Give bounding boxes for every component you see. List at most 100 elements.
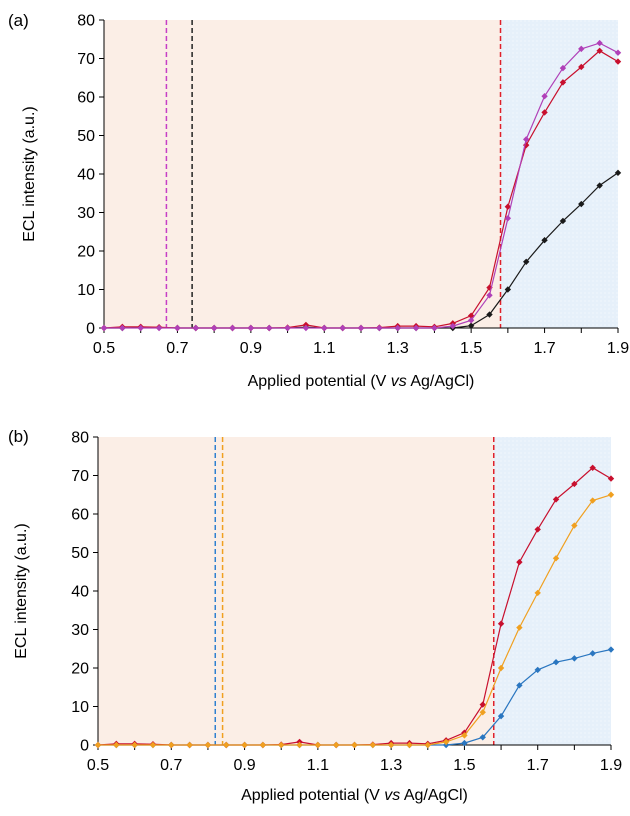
data-point <box>449 322 456 330</box>
data-point <box>578 200 585 208</box>
y-tick-label: 80 <box>71 430 89 447</box>
y-tick-label: 10 <box>77 282 95 299</box>
data-point <box>119 324 126 332</box>
y-tick-label: 50 <box>71 545 89 562</box>
data-point <box>479 709 486 716</box>
x-axis-title-part: Ag/AgCl) <box>407 373 475 390</box>
y-tick-label: 60 <box>77 90 95 107</box>
data-point <box>149 741 157 749</box>
data-point <box>614 49 622 56</box>
data-point <box>607 646 615 653</box>
data-point <box>247 324 255 332</box>
data-point <box>168 741 175 749</box>
data-point <box>571 655 578 662</box>
data-point <box>155 324 163 332</box>
chart-panel-a: 0 10 20 30 40 50 60 70 80 0.5 0.7 0.9 1.1 1.3 1.5 1.7 1.… <box>8 11 629 390</box>
x-tick-label: 0.9 <box>233 757 255 774</box>
x-tick-label: 1.9 <box>600 757 622 774</box>
data-point <box>192 324 199 332</box>
x-tick-label: 0.7 <box>160 757 182 774</box>
y-tick-label: 30 <box>71 622 89 639</box>
y-tick-label: 60 <box>71 507 89 524</box>
x-tick-label: 1.3 <box>380 757 402 774</box>
shaded-region-high <box>493 437 611 745</box>
data-point <box>523 141 530 149</box>
x-axis-title-part: vs <box>384 787 400 804</box>
data-point <box>302 324 310 332</box>
y-tick-label: 20 <box>71 661 89 678</box>
data-point <box>210 324 218 332</box>
data-point <box>339 324 346 332</box>
data-point <box>497 664 505 672</box>
x-tick-label: 0.5 <box>93 340 115 357</box>
data-point <box>284 324 291 332</box>
x-tick-label: 0.7 <box>166 340 188 357</box>
y-tick-label: 40 <box>71 584 89 601</box>
data-point <box>94 741 102 749</box>
panel-label: (a) <box>8 11 29 30</box>
data-point <box>412 324 420 332</box>
y-tick-label: 10 <box>71 699 89 716</box>
x-tick-label: 1.7 <box>527 757 549 774</box>
data-point <box>552 496 560 503</box>
x-axis-title-part: vs <box>391 373 407 390</box>
data-point <box>186 741 193 749</box>
data-point <box>431 324 438 332</box>
data-point <box>578 45 585 53</box>
data-point <box>369 741 377 749</box>
data-point <box>131 741 138 749</box>
data-point <box>113 741 120 749</box>
data-point <box>406 741 413 749</box>
data-point <box>516 682 523 689</box>
shaded-region-low <box>104 20 501 328</box>
data-point <box>259 741 267 749</box>
x-axis-title: Applied potential (V vs Ag/AgCl) <box>248 373 475 390</box>
y-axis-title: ECL intensity (a.u.) <box>13 523 30 658</box>
data-point <box>387 741 395 749</box>
y-tick-label: 0 <box>80 738 89 755</box>
y-axis-title: ECL intensity (a.u.) <box>21 106 38 241</box>
data-point <box>504 203 512 210</box>
data-point <box>516 624 523 631</box>
data-point <box>589 497 596 504</box>
data-point <box>552 659 560 666</box>
data-point <box>204 741 212 749</box>
data-point <box>559 64 567 72</box>
x-axis-title: Applied potential (V vs Ag/AgCl) <box>241 787 468 804</box>
data-point <box>578 63 585 71</box>
x-tick-label: 1.5 <box>453 757 475 774</box>
data-point <box>607 491 615 498</box>
data-point <box>541 237 548 244</box>
y-tick-label: 40 <box>77 167 95 184</box>
data-point <box>241 741 248 749</box>
data-point <box>486 292 493 299</box>
data-point <box>223 741 230 749</box>
data-point <box>504 215 512 222</box>
data-point <box>589 464 596 471</box>
data-point <box>523 258 530 265</box>
data-point <box>497 712 505 720</box>
y-tick-label: 80 <box>77 13 95 30</box>
data-point <box>607 475 615 482</box>
shaded-region-low <box>98 437 494 745</box>
data-point <box>332 741 340 749</box>
data-point <box>467 322 475 329</box>
data-point <box>614 169 622 177</box>
shaded-region-high <box>500 20 618 328</box>
y-tick-label: 70 <box>71 468 89 485</box>
data-point <box>479 734 486 741</box>
data-point <box>504 286 512 293</box>
data-point <box>486 311 493 318</box>
data-point <box>314 741 322 749</box>
x-tick-label: 1.9 <box>607 340 629 357</box>
data-point <box>596 47 603 54</box>
data-point <box>351 741 358 749</box>
data-point <box>552 555 560 562</box>
x-tick-label: 1.3 <box>387 340 409 357</box>
data-point <box>516 558 523 566</box>
y-tick-label: 0 <box>86 321 95 338</box>
data-point <box>534 526 541 533</box>
data-point <box>357 324 365 332</box>
x-tick-label: 1.7 <box>533 340 555 357</box>
